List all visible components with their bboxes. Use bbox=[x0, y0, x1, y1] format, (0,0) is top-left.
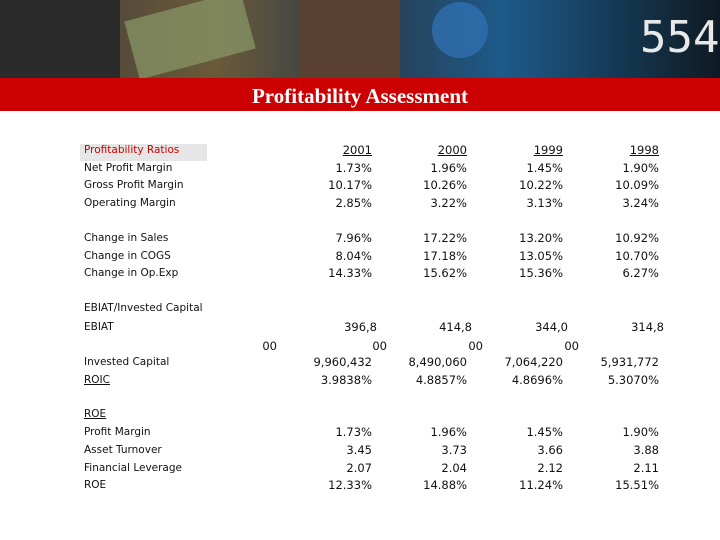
header-highlight bbox=[80, 144, 207, 161]
row-label: Change in Op.Exp bbox=[84, 267, 179, 279]
cell-value: 1.45% bbox=[526, 161, 563, 175]
cell-value: 2.04 bbox=[441, 461, 467, 475]
cell-value: 3.22% bbox=[430, 196, 467, 210]
row-label: Profit Margin bbox=[84, 426, 151, 438]
cell-value: 1.73% bbox=[335, 161, 372, 175]
cell-value-wrap: 00 bbox=[468, 339, 483, 353]
row-label: Change in COGS bbox=[84, 250, 171, 262]
cell-value: 1.90% bbox=[622, 161, 659, 175]
cell-value: 10.17% bbox=[328, 178, 372, 192]
cell-value: 344,0 bbox=[535, 320, 568, 334]
cell-value: 13.20% bbox=[519, 231, 563, 245]
cell-value: 10.92% bbox=[615, 231, 659, 245]
cell-value: 14.88% bbox=[423, 478, 467, 492]
cell-value: 414,8 bbox=[439, 320, 472, 334]
cell-value: 2.12 bbox=[537, 461, 563, 475]
year-header: 1999 bbox=[533, 143, 563, 157]
cell-value: 3.24% bbox=[622, 196, 659, 210]
row-label: Invested Capital bbox=[84, 356, 170, 368]
cell-value: 314,8 bbox=[631, 320, 664, 334]
cell-value: 3.66 bbox=[537, 443, 563, 457]
cell-value: 11.24% bbox=[519, 478, 563, 492]
cell-value: 1.45% bbox=[526, 425, 563, 439]
cell-value: 3.45 bbox=[346, 443, 372, 457]
cell-value: 6.27% bbox=[622, 266, 659, 280]
cell-value: 3.88 bbox=[633, 443, 659, 457]
cell-value: 1.96% bbox=[430, 161, 467, 175]
banner-image: 554 bbox=[0, 0, 720, 78]
cell-value: 2.11 bbox=[633, 461, 659, 475]
cell-value: 1.73% bbox=[335, 425, 372, 439]
year-header: 1998 bbox=[629, 143, 659, 157]
banner-graphic: 554 bbox=[0, 0, 720, 78]
cell-value: 17.18% bbox=[423, 249, 467, 263]
cell-value: 3.73 bbox=[441, 443, 467, 457]
cell-value: 10.22% bbox=[519, 178, 563, 192]
row-label: ROIC bbox=[84, 374, 110, 386]
row-label: Gross Profit Margin bbox=[84, 179, 184, 191]
row-label: ROE bbox=[84, 408, 107, 420]
row-label: Operating Margin bbox=[84, 197, 176, 209]
svg-text:554: 554 bbox=[640, 12, 719, 63]
cell-value-wrap: 00 bbox=[564, 339, 579, 353]
cell-value: 4.8696% bbox=[511, 373, 563, 387]
cell-value: 15.62% bbox=[423, 266, 467, 280]
row-label: Asset Turnover bbox=[84, 444, 162, 456]
year-header: 2000 bbox=[437, 143, 467, 157]
row-label: Financial Leverage bbox=[84, 462, 182, 474]
cell-value: 10.26% bbox=[423, 178, 467, 192]
row-label: Change in Sales bbox=[84, 232, 169, 244]
cell-value-wrap: 00 bbox=[262, 339, 277, 353]
cell-value: 1.96% bbox=[430, 425, 467, 439]
cell-value: 15.51% bbox=[615, 478, 659, 492]
cell-value: 10.09% bbox=[615, 178, 659, 192]
cell-value: 5,931,772 bbox=[600, 355, 659, 369]
cell-value: 13.05% bbox=[519, 249, 563, 263]
cell-value: 8,490,060 bbox=[408, 355, 467, 369]
row-label: Net Profit Margin bbox=[84, 162, 173, 174]
cell-value: 8.04% bbox=[335, 249, 372, 263]
year-header: 2001 bbox=[342, 143, 372, 157]
row-label: EBIAT bbox=[84, 321, 114, 333]
cell-value: 9,960,432 bbox=[313, 355, 372, 369]
cell-value: 7,064,220 bbox=[504, 355, 563, 369]
header-label: Profitability Ratios bbox=[84, 144, 180, 156]
cell-value: 396,8 bbox=[344, 320, 377, 334]
cell-value-wrap: 00 bbox=[372, 339, 387, 353]
row-label: ROE bbox=[84, 479, 107, 491]
cell-value: 2.07 bbox=[346, 461, 372, 475]
cell-value: 15.36% bbox=[519, 266, 563, 280]
cell-value: 7.96% bbox=[335, 231, 372, 245]
row-label: EBIAT/Invested Capital bbox=[84, 302, 203, 314]
cell-value: 1.90% bbox=[622, 425, 659, 439]
cell-value: 3.13% bbox=[526, 196, 563, 210]
cell-value: 12.33% bbox=[328, 478, 372, 492]
cell-value: 10.70% bbox=[615, 249, 659, 263]
cell-value: 17.22% bbox=[423, 231, 467, 245]
cell-value: 3.9838% bbox=[320, 373, 372, 387]
cell-value: 4.8857% bbox=[415, 373, 467, 387]
cell-value: 5.3070% bbox=[607, 373, 659, 387]
slide-title: Profitability Assessment bbox=[251, 84, 469, 108]
title-bar bbox=[0, 78, 720, 111]
cell-value: 14.33% bbox=[328, 266, 372, 280]
cell-value: 2.85% bbox=[335, 196, 372, 210]
